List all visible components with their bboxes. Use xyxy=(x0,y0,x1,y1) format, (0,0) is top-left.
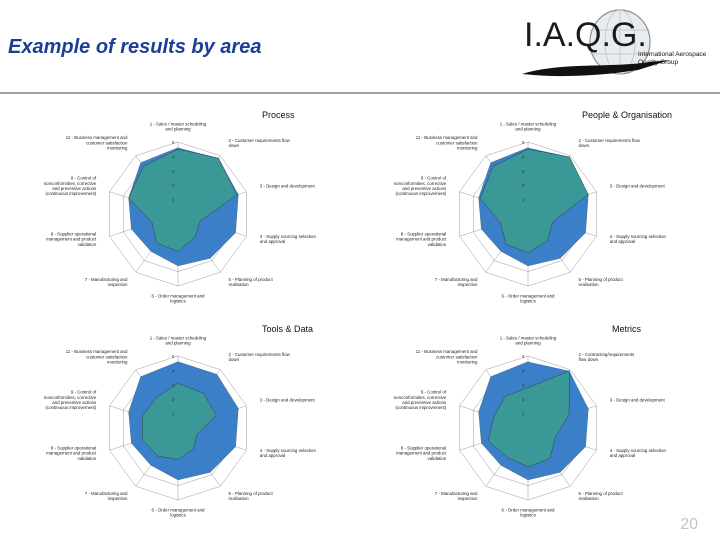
axis-label: 8 - Supplier operational management and p… xyxy=(396,231,447,246)
tick-label: 4 xyxy=(522,368,525,373)
radar-svg: 1 2 3 4 5 1 - Sales / master scheduling and pl… xyxy=(394,121,667,303)
tick-label: 2 xyxy=(522,397,525,402)
tick-label: 3 xyxy=(522,169,525,174)
axis-label: 4 - Supply sourcing selection and approva… xyxy=(260,234,317,244)
axis-label: 6 - Order management and logistics xyxy=(502,293,556,303)
page-number: 20 xyxy=(680,516,698,533)
axis-label: 9 - Control of nonconformities, correctiv… xyxy=(44,176,97,197)
axis-label: 6 - Order management and logistics xyxy=(152,293,206,303)
axis-label: 2 - Contracting/requirements flow down xyxy=(579,352,635,362)
axis-label: 6 - Order management and logistics xyxy=(502,507,556,517)
axis-label: 3 - Design and development xyxy=(260,397,316,402)
radar-svg: 1 2 3 4 5 1 - Sales / master scheduling and pl… xyxy=(44,121,317,303)
axis-label: 11 - Business management and customer sat… xyxy=(416,135,478,150)
axis-label: 8 - Supplier operational management and p… xyxy=(46,231,97,246)
logo-line2: Quality Group xyxy=(638,59,678,66)
radar-svg: 1 2 3 4 5 1 - Sales / master scheduling and pl… xyxy=(44,335,317,517)
axis-label: 5 - Planning of product realisation xyxy=(579,277,624,287)
axis-label: 4 - Supply sourcing selection and approva… xyxy=(610,234,667,244)
axis-label: 5 - Planning of product realisation xyxy=(229,277,274,287)
result-series-area xyxy=(488,370,570,468)
iaqg-logo: I.A.Q.G. International Aerospace Quality… xyxy=(520,2,720,94)
axis-label: 2 - Customer requirements flow down xyxy=(229,352,291,362)
axis-label: 2 - Customer requirements flow down xyxy=(229,138,291,148)
aircraft-swoosh-icon xyxy=(522,60,670,77)
axis-label: 3 - Design and development xyxy=(610,183,666,188)
axis-label: 1 - Sales / master scheduling and plannin… xyxy=(500,335,557,345)
axis-label: 8 - Supplier operational management and p… xyxy=(396,445,447,460)
axis-label: 8 - Supplier operational management and p… xyxy=(46,445,97,460)
tick-label: 1 xyxy=(522,198,525,203)
tick-label: 1 xyxy=(172,412,175,417)
radar-chart-3: Metrics 1 2 3 4 5 1 - Sales / master schedulin… xyxy=(378,322,688,534)
axis-label: 1 - Sales / master scheduling and plannin… xyxy=(500,121,557,131)
logo-graphic: I.A.Q.G. International Aerospace Quality… xyxy=(522,9,707,77)
result-series-area xyxy=(128,148,238,252)
axis-label: 3 - Design and development xyxy=(260,183,316,188)
logo-line1: International Aerospace xyxy=(638,51,707,58)
tick-label: 5 xyxy=(172,140,175,145)
result-series-area xyxy=(479,148,589,254)
axis-label: 7 - Manufacturing and inspection xyxy=(435,277,478,287)
axis-label: 4 - Supply sourcing selection and approva… xyxy=(260,448,317,458)
tick-label: 3 xyxy=(522,383,525,388)
axis-label: 7 - Manufacturing and inspection xyxy=(435,491,478,501)
axis-label: 7 - Manufacturing and inspection xyxy=(85,277,128,287)
axis-label: 11 - Business management and customer sat… xyxy=(66,135,128,150)
radar-chart-1: People & Organisation 1 2 3 4 5 1 - Sales / ma… xyxy=(378,108,688,320)
tick-label: 2 xyxy=(172,183,175,188)
axis-label: 7 - Manufacturing and inspection xyxy=(85,491,128,501)
tick-label: 4 xyxy=(172,368,175,373)
result-series-area xyxy=(142,383,217,460)
radar-chart-0: Process 1 2 3 4 5 1 - Sales / master schedulin… xyxy=(28,108,338,320)
chart-title: People & Organisation xyxy=(582,110,673,120)
radar-svg: 1 2 3 4 5 1 - Sales / master scheduling and pl… xyxy=(394,335,667,517)
tick-label: 4 xyxy=(172,154,175,159)
tick-label: 2 xyxy=(172,397,175,402)
logo-letters: I.A.Q.G. xyxy=(524,16,647,54)
tick-label: 3 xyxy=(172,169,175,174)
axis-label: 1 - Sales / master scheduling and plannin… xyxy=(150,121,207,131)
axis-label: 6 - Order management and logistics xyxy=(152,507,206,517)
chart-title: Process xyxy=(262,110,295,120)
axis-label: 11 - Business management and customer sat… xyxy=(66,349,128,364)
axis-label: 3 - Design and development xyxy=(610,397,666,402)
axis-label: 9 - Control of nonconformities, correctiv… xyxy=(394,390,447,411)
tick-label: 2 xyxy=(522,183,525,188)
axis-label: 9 - Control of nonconformities, correctiv… xyxy=(44,390,97,411)
header-divider xyxy=(0,92,720,94)
axis-label: 4 - Supply sourcing selection and approva… xyxy=(610,448,667,458)
axis-label: 5 - Planning of product realisation xyxy=(229,491,274,501)
chart-title: Tools & Data xyxy=(262,324,314,334)
slide-title: Example of results by area xyxy=(8,36,262,58)
radar-chart-2: Tools & Data 1 2 3 4 5 1 - Sales / master sche… xyxy=(28,322,338,534)
axis-label: 11 - Business management and customer sat… xyxy=(416,349,478,364)
tick-label: 5 xyxy=(522,140,525,145)
axis-label: 5 - Planning of product realisation xyxy=(579,491,624,501)
axis-label: 2 - Customer requirements flow down xyxy=(579,138,641,148)
axis-label: 1 - Sales / master scheduling and plannin… xyxy=(150,335,207,345)
tick-label: 1 xyxy=(172,198,175,203)
axis-label: 9 - Control of nonconformities, correctiv… xyxy=(394,176,447,197)
tick-label: 5 xyxy=(172,354,175,359)
tick-label: 5 xyxy=(522,354,525,359)
tick-label: 4 xyxy=(522,154,525,159)
chart-title: Metrics xyxy=(612,324,641,334)
tick-label: 3 xyxy=(172,383,175,388)
tick-label: 1 xyxy=(522,412,525,417)
globe-icon xyxy=(589,9,651,75)
